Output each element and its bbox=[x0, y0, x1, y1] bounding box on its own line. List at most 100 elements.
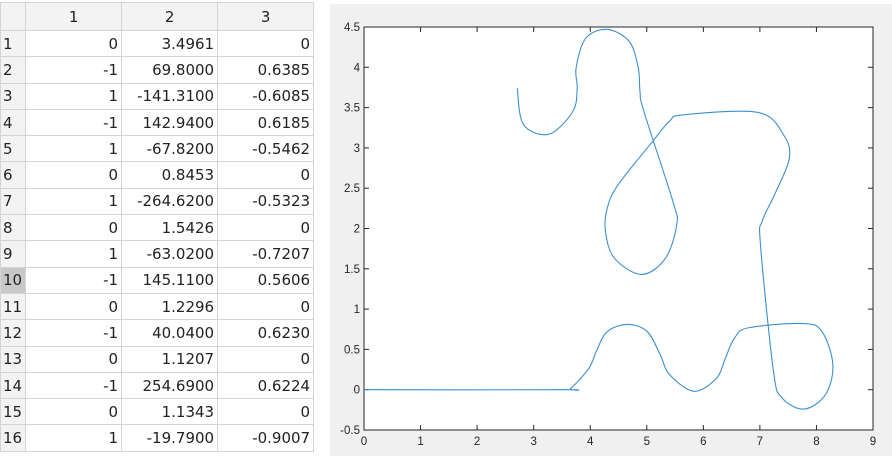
row-header[interactable]: 2 bbox=[0, 56, 27, 84]
table-cell[interactable]: 1 bbox=[25, 240, 123, 268]
table-row: 13 0 1.1207 0 bbox=[0, 345, 315, 373]
table-cell[interactable]: 1 bbox=[25, 82, 123, 110]
table-row: 4 -1 142.9400 0.6185 bbox=[0, 108, 315, 137]
table-cell[interactable]: 254.6900 bbox=[121, 371, 219, 400]
y-tick-label: 3 bbox=[354, 143, 360, 155]
table-cell[interactable]: 1.1343 bbox=[121, 398, 219, 426]
y-tick-label: 4 bbox=[354, 62, 361, 74]
table-row: 15 0 1.1343 0 bbox=[0, 398, 315, 426]
x-tick-label: 1 bbox=[417, 436, 423, 448]
x-tick-label: 7 bbox=[757, 436, 763, 448]
table-cell[interactable]: -1 bbox=[25, 371, 123, 400]
row-header[interactable]: 4 bbox=[0, 108, 27, 137]
table-cell[interactable]: 0 bbox=[217, 345, 315, 373]
table-row: 2 -1 69.8000 0.6385 bbox=[0, 56, 315, 84]
table-cell[interactable]: 3.4961 bbox=[121, 29, 219, 58]
row-header[interactable]: 9 bbox=[0, 240, 27, 268]
x-tick-label: 2 bbox=[474, 436, 480, 448]
table-cell[interactable]: 0 bbox=[217, 29, 315, 58]
table-cell[interactable]: 0.6185 bbox=[217, 108, 315, 137]
table-cell[interactable]: 1 bbox=[25, 424, 123, 452]
table-cell[interactable]: 145.1100 bbox=[121, 266, 219, 294]
table-cell[interactable]: 40.0400 bbox=[121, 319, 219, 347]
table-cell[interactable]: 142.9400 bbox=[121, 108, 219, 137]
table-cell[interactable]: 1.5426 bbox=[121, 214, 219, 242]
table-cell[interactable]: -1 bbox=[25, 108, 123, 137]
table-cell[interactable]: 1.1207 bbox=[121, 345, 219, 373]
table-cell[interactable]: 0 bbox=[217, 292, 315, 321]
table-cell[interactable]: 0.6385 bbox=[217, 56, 315, 84]
x-tick-label: 6 bbox=[700, 436, 706, 448]
row-header[interactable]: 6 bbox=[0, 161, 27, 189]
y-tick-label: 0.5 bbox=[344, 344, 360, 356]
row-header[interactable]: 12 bbox=[0, 319, 27, 347]
table-cell[interactable]: 0 bbox=[25, 161, 123, 189]
row-header[interactable]: 11 bbox=[0, 292, 27, 321]
row-header[interactable]: 3 bbox=[0, 82, 27, 110]
row-header[interactable]: 7 bbox=[0, 187, 27, 216]
table-cell[interactable]: -1 bbox=[25, 266, 123, 294]
table-row: 5 1 -67.8200 -0.5462 bbox=[0, 135, 315, 163]
table-cell[interactable]: 0.6224 bbox=[217, 371, 315, 400]
table-cell[interactable]: 0 bbox=[25, 29, 123, 58]
table-row: 12 -1 40.0400 0.6230 bbox=[0, 319, 315, 347]
y-tick-label: 4.5 bbox=[344, 22, 360, 34]
table-cell[interactable]: -0.7207 bbox=[217, 240, 315, 268]
table-cell[interactable]: -63.0200 bbox=[121, 240, 219, 268]
table-cell[interactable]: 1 bbox=[25, 135, 123, 163]
table-cell[interactable]: 0 bbox=[25, 292, 123, 321]
table-cell[interactable]: 1 bbox=[25, 187, 123, 216]
row-header[interactable]: 13 bbox=[0, 345, 27, 373]
table-row: 8 0 1.5426 0 bbox=[0, 214, 315, 242]
table-row: 9 1 -63.0200 -0.7207 bbox=[0, 240, 315, 268]
table-cell[interactable]: -0.5323 bbox=[217, 187, 315, 216]
y-tick-label: 2.5 bbox=[344, 183, 360, 195]
table-cell[interactable]: -1 bbox=[25, 319, 123, 347]
table-row: 3 1 -141.3100 -0.6085 bbox=[0, 82, 315, 110]
table-cell[interactable]: -19.7900 bbox=[121, 424, 219, 452]
row-header[interactable]: 14 bbox=[0, 371, 27, 400]
table-cell[interactable]: -0.5462 bbox=[217, 135, 315, 163]
table-row: 14 -1 254.6900 0.6224 bbox=[0, 371, 315, 400]
y-tick-label: -0.5 bbox=[340, 425, 360, 437]
table-cell[interactable]: -264.6200 bbox=[121, 187, 219, 216]
row-header[interactable]: 15 bbox=[0, 398, 27, 426]
table-row: 6 0 0.8453 0 bbox=[0, 161, 315, 189]
column-header-1[interactable]: 1 bbox=[25, 2, 123, 31]
table-cell[interactable]: 0 bbox=[217, 161, 315, 189]
table-cell[interactable]: 0 bbox=[25, 398, 123, 426]
column-header-3[interactable]: 3 bbox=[217, 2, 315, 31]
table-row: 7 1 -264.6200 -0.5323 bbox=[0, 187, 315, 216]
x-tick-label: 8 bbox=[813, 436, 819, 448]
x-tick-label: 0 bbox=[361, 436, 367, 448]
x-tick-label: 5 bbox=[644, 436, 650, 448]
x-tick-label: 9 bbox=[870, 436, 876, 448]
table-cell[interactable]: -0.9007 bbox=[217, 424, 315, 452]
y-tick-label: 0 bbox=[354, 385, 360, 397]
table-cell[interactable]: 0 bbox=[217, 214, 315, 242]
table-cell[interactable]: -0.6085 bbox=[217, 82, 315, 110]
table-cell[interactable]: 0 bbox=[217, 398, 315, 426]
row-header[interactable]: 8 bbox=[0, 214, 27, 242]
table-cell[interactable]: -1 bbox=[25, 56, 123, 84]
column-header-2[interactable]: 2 bbox=[121, 2, 219, 31]
table-cell[interactable]: 0.8453 bbox=[121, 161, 219, 189]
table-cell[interactable]: 0.5606 bbox=[217, 266, 315, 294]
row-header[interactable]: 5 bbox=[0, 135, 27, 163]
table-cell[interactable]: 0.6230 bbox=[217, 319, 315, 347]
table-cell[interactable]: -141.3100 bbox=[121, 82, 219, 110]
table-cell[interactable]: 0 bbox=[25, 345, 123, 373]
row-header[interactable]: 16 bbox=[0, 424, 27, 452]
x-tick-label: 3 bbox=[530, 436, 536, 448]
table-cell[interactable]: 1.2296 bbox=[121, 292, 219, 321]
table-cell[interactable]: -67.8200 bbox=[121, 135, 219, 163]
plot-area bbox=[363, 26, 874, 431]
y-tick-label: 2 bbox=[354, 224, 360, 236]
row-header[interactable]: 10 bbox=[0, 266, 27, 294]
corner-cell bbox=[0, 2, 27, 31]
table-cell[interactable]: 0 bbox=[25, 214, 123, 242]
table-cell[interactable]: 69.8000 bbox=[121, 56, 219, 84]
row-header[interactable]: 1 bbox=[0, 29, 27, 58]
